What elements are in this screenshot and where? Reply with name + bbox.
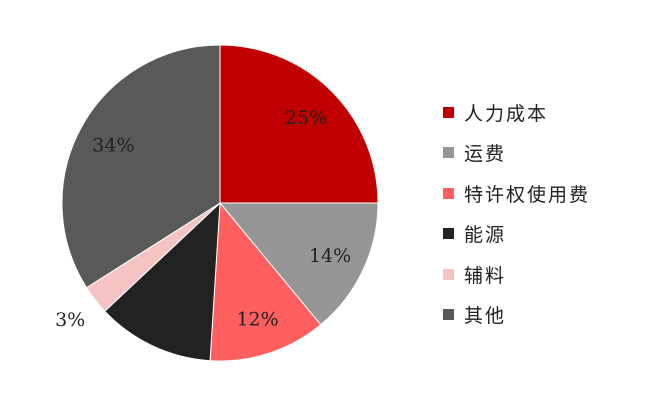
pie-slice-2: [209, 201, 322, 362]
pie-slice-0: [219, 44, 379, 204]
legend-swatch: [443, 228, 454, 240]
legend-label: 特许权使用费: [464, 183, 591, 206]
pie-slice-5: [61, 44, 221, 289]
legend-label: 辅料: [464, 264, 507, 287]
data-label-1: 14%: [309, 245, 351, 267]
legend-item: 其他: [443, 295, 590, 336]
legend-swatch: [443, 309, 454, 321]
legend-label: 其他: [464, 305, 507, 328]
legend-label: 能源: [464, 224, 507, 247]
legend-item: 特许权使用费: [443, 173, 590, 214]
data-label-5: 34%: [92, 134, 134, 156]
data-label-2: 12%: [236, 309, 278, 331]
legend-label: 人力成本: [464, 102, 549, 125]
legend-swatch: [443, 187, 454, 199]
data-label-3: 12%: [147, 303, 189, 325]
legend-item: 能源: [443, 214, 590, 255]
data-label-4: 3%: [55, 309, 85, 331]
legend-swatch: [443, 147, 454, 159]
legend-swatch: [443, 268, 454, 280]
legend-swatch: [443, 106, 454, 118]
legend-item: 辅料: [443, 254, 590, 295]
legend-label: 运费: [464, 143, 507, 166]
legend-item: 运费: [443, 133, 590, 174]
legend: 人力成本运费特许权使用费 能源辅料其他: [443, 92, 590, 335]
data-label-0: 25%: [285, 107, 327, 129]
pie-slice-1: [218, 202, 379, 326]
legend-item: 人力成本: [443, 92, 590, 133]
pie-slice-3: [104, 201, 221, 362]
